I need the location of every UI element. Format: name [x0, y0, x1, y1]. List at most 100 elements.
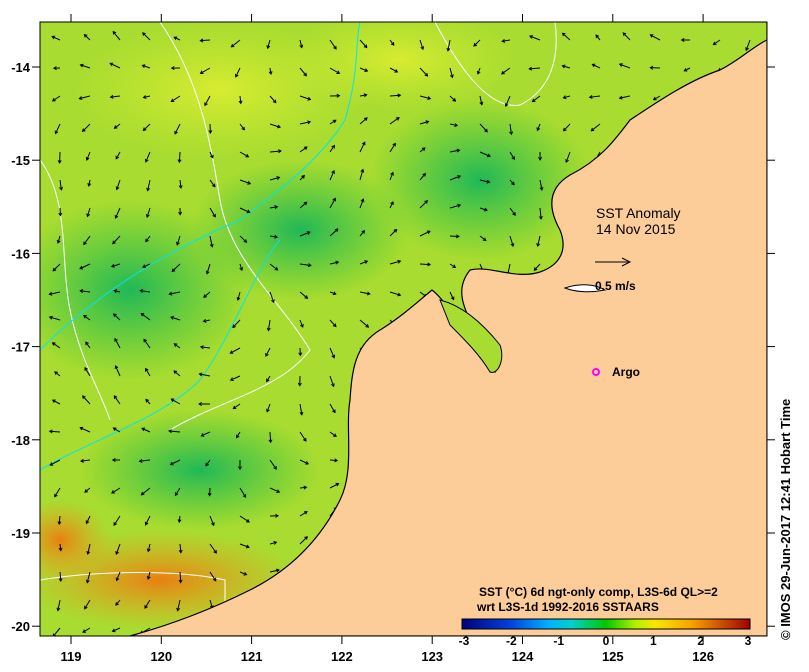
current-arrow	[79, 289, 91, 293]
map-title: SST Anomaly	[596, 205, 681, 221]
current-arrow	[269, 205, 279, 209]
current-arrow	[111, 627, 121, 633]
current-arrow	[229, 375, 241, 381]
current-arrow	[419, 67, 429, 77]
current-arrow	[299, 120, 312, 125]
current-arrow	[84, 599, 91, 610]
current-arrow	[359, 319, 370, 328]
current-arrow	[504, 95, 511, 108]
current-arrow	[170, 95, 181, 103]
current-arrow	[52, 66, 61, 71]
current-arrow	[178, 207, 183, 216]
current-arrow	[359, 229, 366, 237]
current-arrow	[111, 458, 121, 462]
current-arrow	[299, 319, 304, 328]
current-arrow	[115, 151, 121, 160]
lat-tick-label: -17	[11, 340, 30, 355]
current-arrow	[618, 95, 631, 100]
current-arrow	[58, 571, 63, 583]
current-arrow	[168, 291, 181, 296]
current-arrow	[114, 337, 121, 349]
current-arrow	[479, 95, 484, 106]
current-arrow	[298, 347, 303, 357]
current-arrow	[174, 123, 181, 135]
current-arrow	[329, 197, 336, 209]
current-arrow	[536, 235, 541, 248]
current-arrow	[329, 403, 336, 414]
lat-tick-label: -18	[11, 433, 30, 448]
current-arrow	[56, 235, 61, 244]
current-arrow	[171, 263, 181, 273]
current-arrow	[85, 341, 91, 349]
current-arrow	[329, 431, 337, 437]
current-arrow	[113, 123, 121, 129]
colorbar-tick-label: 1	[650, 634, 657, 648]
argo-float-marker[interactable]	[592, 368, 600, 376]
current-arrow	[299, 39, 304, 49]
current-arrow	[51, 399, 61, 405]
current-arrow	[54, 371, 61, 377]
current-arrow	[618, 63, 631, 69]
current-arrow	[389, 201, 394, 209]
current-arrow	[199, 38, 211, 43]
current-arrow	[389, 39, 395, 46]
current-arrow	[144, 599, 151, 609]
current-arrow	[329, 319, 337, 328]
current-arrow	[82, 395, 91, 405]
lat-tick-label: -14	[11, 60, 31, 75]
current-arrow	[49, 459, 61, 466]
current-arrow	[473, 39, 481, 47]
current-arrow	[266, 39, 271, 50]
current-arrow	[230, 39, 241, 48]
current-arrow	[239, 151, 250, 158]
current-arrow	[113, 515, 121, 526]
current-arrow	[299, 263, 312, 268]
current-arrow	[509, 207, 516, 216]
current-arrow	[48, 429, 61, 434]
current-arrow	[649, 65, 661, 70]
current-arrow	[299, 511, 308, 517]
current-arrow	[82, 627, 91, 633]
current-arrow	[169, 459, 181, 466]
current-arrow	[142, 32, 151, 41]
current-arrow	[109, 62, 121, 69]
current-arrow	[51, 35, 61, 41]
current-arrow	[299, 431, 307, 442]
current-arrow	[86, 207, 91, 218]
current-arrow	[269, 540, 278, 545]
river-inlet	[563, 284, 607, 293]
current-arrow	[83, 235, 91, 246]
current-arrow	[51, 342, 61, 349]
current-arrow	[239, 207, 251, 214]
current-arrow	[141, 64, 151, 69]
current-arrow	[449, 263, 457, 268]
current-arrow	[329, 119, 337, 125]
current-arrow	[269, 487, 281, 493]
current-arrow	[112, 30, 121, 41]
current-arrow	[178, 179, 183, 189]
current-arrow	[234, 67, 241, 78]
anomaly-cool-patch	[80, 410, 320, 530]
scale-arrow-label: 0.5 m/s	[595, 279, 636, 293]
current-arrow	[266, 403, 271, 413]
argo-label: Argo	[612, 365, 640, 379]
current-arrow	[52, 263, 61, 272]
current-arrow	[299, 536, 308, 545]
current-arrow	[146, 179, 151, 192]
current-arrow	[112, 313, 121, 321]
current-arrow	[538, 207, 543, 220]
current-arrow	[48, 291, 61, 296]
current-arrow	[142, 123, 151, 132]
lon-tick-label: 125	[602, 649, 624, 664]
current-arrow	[79, 63, 91, 69]
current-arrow	[84, 366, 91, 377]
current-arrow	[140, 312, 151, 321]
colorbar-tick-label: -1	[553, 634, 564, 648]
current-arrow	[536, 123, 541, 132]
current-arrow	[476, 67, 481, 75]
current-arrow	[198, 402, 211, 406]
current-arrow	[449, 203, 462, 209]
current-arrow	[238, 95, 243, 105]
current-arrow	[85, 151, 91, 161]
current-arrow	[140, 487, 151, 496]
